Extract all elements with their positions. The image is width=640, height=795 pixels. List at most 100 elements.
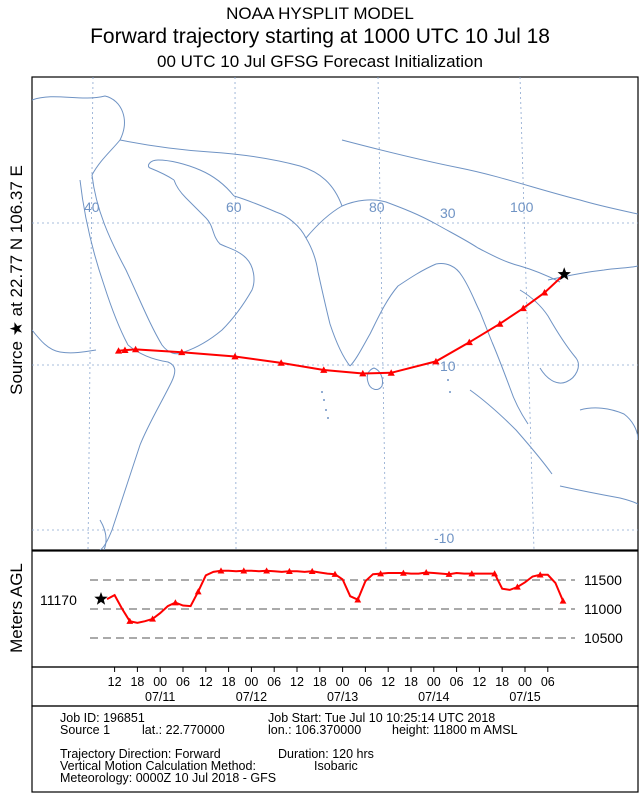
model-title: NOAA HYSPLIT MODEL [226, 4, 414, 23]
trajectory-marker [126, 617, 134, 624]
source-lon: lon.: 106.370000 [268, 723, 362, 737]
trajectory-marker [263, 567, 270, 574]
coastline-sumatra [469, 389, 553, 475]
coastline-indochina [519, 289, 579, 384]
time-ticks: 12 18 00 06 12 18 00 06 12 18 00 06 12 18 00 06 12 18 00 06… [108, 667, 555, 704]
trajectory-marker [121, 346, 129, 353]
map-graticule [32, 77, 638, 550]
border-central-asia [119, 139, 343, 207]
hour-tick-label: 00 [427, 675, 441, 689]
trajectory-marker [491, 570, 498, 577]
coastline-persian-gulf [147, 159, 235, 197]
trajectory-marker [540, 288, 549, 296]
trajectory-direction: Trajectory Direction: Forward [60, 747, 221, 761]
hour-tick-label: 00 [244, 675, 258, 689]
hour-tick-label: 18 [130, 675, 144, 689]
trajectory-marker [496, 320, 504, 327]
trajectory-marker [277, 359, 285, 366]
trajectory-marker [286, 567, 293, 575]
coastline-india-west [305, 237, 351, 367]
hour-tick-label: 18 [404, 675, 418, 689]
trajectory-marker [320, 366, 328, 373]
island-dot [325, 409, 327, 411]
forecast-init-title: 00 UTC 10 Jul GFSG Forecast Initializati… [157, 52, 483, 71]
hour-tick-label: 12 [108, 675, 122, 689]
coastline-bay-of-bengal-east [435, 263, 493, 343]
height-profile [94, 567, 567, 624]
lon-line-40 [87, 77, 94, 550]
lon-label-80: 80 [369, 199, 385, 215]
trajectory-marker [178, 348, 186, 356]
lon-line-80 [377, 77, 387, 550]
island-dot [327, 417, 329, 419]
height-gridlines [90, 579, 575, 639]
height-tick-label: 10500 [584, 630, 623, 646]
trajectory-marker [231, 352, 239, 360]
lat-label-10: 10 [440, 358, 456, 374]
trajectory-marker [422, 569, 430, 576]
trajectory-track [114, 267, 571, 377]
date-tick-label: 07/13 [327, 690, 358, 704]
trajectory-marker [354, 596, 362, 603]
hour-tick-label: 12 [381, 675, 395, 689]
hour-tick-label: 00 [518, 675, 532, 689]
hour-tick-label: 06 [450, 675, 464, 689]
hour-tick-label: 00 [153, 675, 167, 689]
hour-tick-label: 06 [176, 675, 190, 689]
trajectory-marker [359, 369, 367, 377]
island-dot [449, 391, 451, 393]
start-height-star-icon [94, 592, 108, 605]
trajectory-marker [240, 567, 248, 574]
coastline-red-sea-west [79, 179, 129, 346]
height-panel: 10500 11000 11500 11170 [31, 550, 639, 668]
trajectory-marker [519, 304, 527, 312]
hour-tick-label: 06 [541, 675, 555, 689]
source-lat: lat.: 22.770000 [142, 723, 225, 737]
coastline-borneo [579, 407, 638, 441]
lat-label-30: 30 [440, 205, 456, 221]
trajectory-marker [149, 615, 156, 622]
start-height-label: 11170 [40, 592, 77, 608]
coastline-malay-peninsula [491, 341, 529, 425]
map-panel: 40 60 80 100 30 10 -10 [31, 76, 639, 551]
height-tick-labels: 10500 11000 11500 [584, 572, 623, 646]
time-axis: 12 18 00 06 12 18 00 06 12 18 00 06 12 18 00 06 12 18 00 06… [31, 666, 639, 707]
coastline-africa-west [32, 329, 97, 354]
source-star-icon [557, 267, 571, 280]
trajectory-title: Forward trajectory starting at 1000 UTC … [90, 25, 550, 48]
source-height: height: 11800 m AMSL [392, 723, 518, 737]
trajectory-marker [536, 571, 544, 578]
job-start: Job Start: Tue Jul 10 10:25:14 UTC 2018 [268, 711, 496, 725]
trajectory-marker [172, 599, 179, 606]
lon-line-100 [519, 77, 535, 550]
hour-tick-label: 12 [472, 675, 486, 689]
trajectory-marker [194, 588, 202, 595]
trajectory-marker [559, 597, 567, 604]
coastline-horn-of-africa [99, 344, 176, 550]
map-frame [31, 76, 639, 551]
trajectory-marker [514, 583, 521, 590]
coastline-madagascar [99, 519, 107, 550]
lon-label-60: 60 [226, 199, 242, 215]
job-id: Job ID: 196851 [60, 711, 145, 725]
date-tick-label: 07/14 [418, 690, 449, 704]
trajectory-marker [468, 570, 476, 577]
island-dot [321, 391, 323, 393]
trajectory-marker [400, 569, 407, 576]
source-location-label: Source ★ at 22.77 N 106.37 E [7, 165, 26, 395]
info-frame [31, 705, 639, 793]
coastline-arabia [173, 179, 255, 353]
duration: Duration: 120 hrs [278, 747, 374, 761]
trajectory-marker [445, 570, 453, 577]
height-tick-label: 11500 [584, 572, 622, 588]
island-dot [447, 379, 449, 381]
hour-tick-label: 00 [336, 675, 350, 689]
hour-tick-label: 06 [358, 675, 372, 689]
hour-tick-label: 12 [290, 675, 304, 689]
vertical-method-value: Isobaric [314, 759, 358, 773]
trajectory-marker [432, 357, 440, 365]
date-tick-label: 07/12 [236, 690, 267, 704]
small-islands [321, 379, 451, 419]
trajectory-marker [217, 567, 225, 574]
